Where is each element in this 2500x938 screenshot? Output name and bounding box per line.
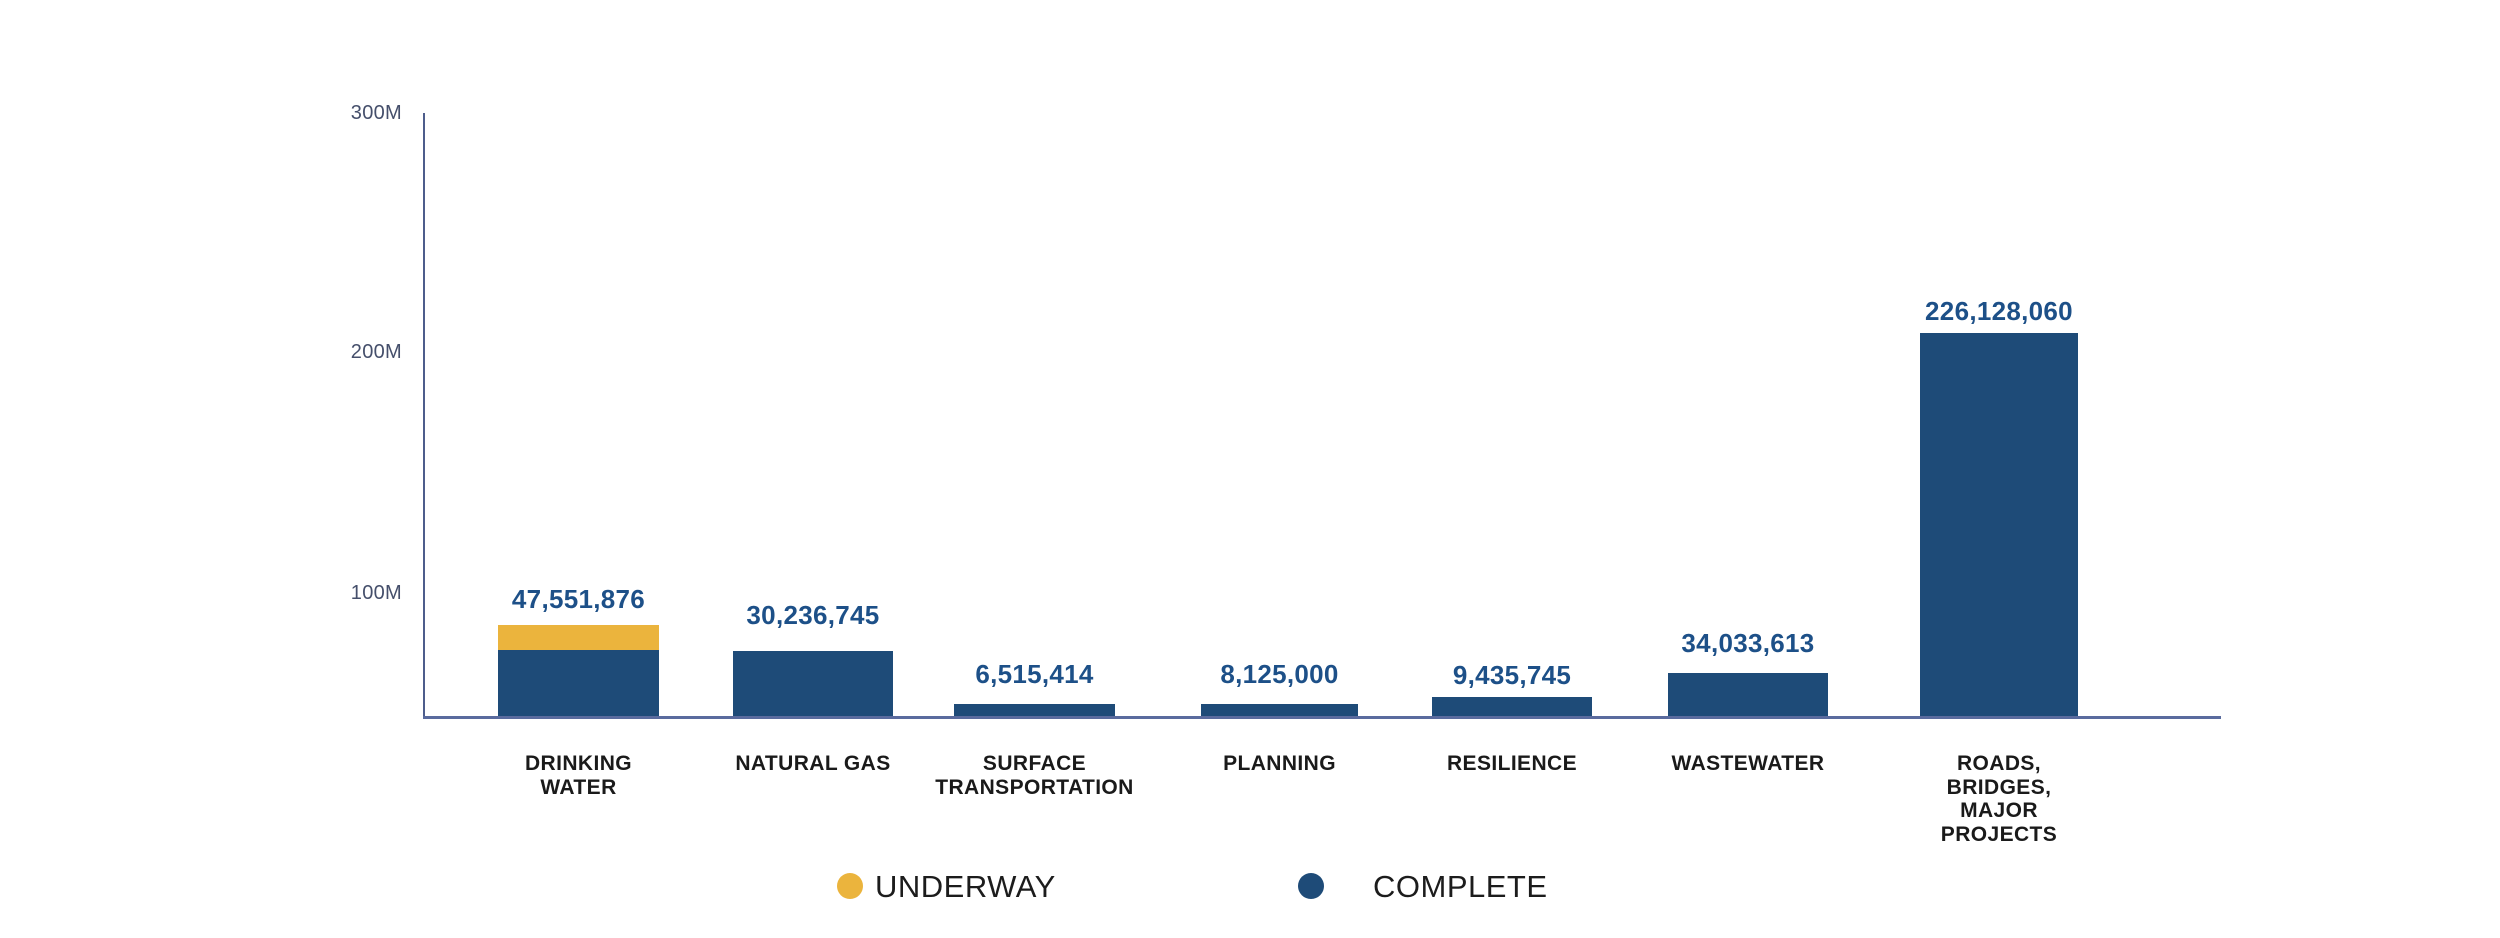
legend-underway-label: UNDERWAY	[875, 869, 1056, 904]
category-label-wastewater: WASTEWATER	[1671, 752, 1825, 775]
bar-wastewater-complete-segment	[1668, 673, 1828, 718]
value-label-planning: 8,125,000	[1220, 659, 1339, 689]
bar-resilience-complete-segment	[1432, 697, 1592, 718]
bar-roads-bridges-major-projects-complete-segment	[1920, 333, 2078, 718]
value-label-drinking-water: 47,551,876	[511, 584, 646, 614]
legend-complete-dot-icon	[1298, 873, 1324, 899]
value-label-roads-bridges-major-projects: 226,128,060	[1925, 296, 2073, 326]
y-axis-line	[423, 113, 425, 717]
category-label-resilience: RESILIENCE	[1446, 752, 1578, 775]
bar-surface-transportation-complete-segment	[954, 704, 1115, 718]
x-axis-line	[423, 716, 2221, 719]
legend-complete-label: COMPLETE	[1373, 869, 1548, 904]
category-label-surface-transportation: SURFACE TRANSPORTATION	[935, 752, 1134, 799]
bar-planning-complete-segment	[1201, 704, 1358, 718]
value-label-resilience: 9,435,745	[1452, 660, 1572, 690]
y-tick-100m: 100M	[350, 582, 402, 604]
legend-underway-dot-icon	[837, 873, 863, 899]
value-label-surface-transportation: 6,515,414	[975, 659, 1094, 689]
value-label-wastewater: 34,033,613	[1681, 628, 1815, 658]
y-tick-200m: 200M	[350, 341, 402, 363]
bar-natural-gas-complete-segment	[733, 651, 893, 718]
bar-drinking-water-underway-segment	[498, 625, 659, 650]
value-label-natural-gas: 30,236,745	[746, 600, 880, 630]
category-label-drinking-water: DRINKING WATER	[524, 752, 633, 799]
bar-drinking-water-complete-segment	[498, 650, 659, 718]
category-label-natural-gas: NATURAL GAS	[735, 752, 891, 775]
category-label-planning: PLANNING	[1223, 752, 1336, 775]
y-tick-300m: 300M	[350, 102, 402, 124]
category-label-roads-bridges-major-projects: ROADS, BRIDGES, MAJOR PROJECTS	[1940, 752, 2058, 846]
